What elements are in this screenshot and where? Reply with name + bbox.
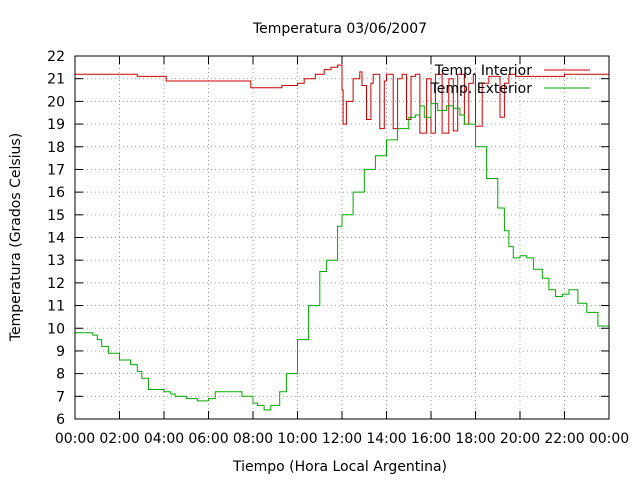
y-tick-label: 19 [47, 117, 65, 133]
y-tick-label: 14 [47, 231, 65, 247]
x-tick-label: 12:00 [322, 431, 362, 447]
chart-title: Temperatura 03/06/2007 [252, 21, 427, 37]
y-axis-label: Temperatura (Grados Celsius) [8, 133, 24, 342]
y-tick-label: 21 [47, 72, 65, 88]
x-tick-label: 10:00 [277, 431, 317, 447]
x-axis-label: Tiempo (Hora Local Argentina) [232, 459, 447, 475]
y-tick-label: 10 [47, 321, 65, 337]
x-tick-label: 02:00 [99, 431, 139, 447]
legend-label: Temp. Exterior [430, 81, 533, 97]
x-tick-label: 06:00 [188, 431, 228, 447]
grid [75, 56, 609, 419]
x-tick-label: 20:00 [500, 431, 540, 447]
x-tick-label: 22:00 [544, 431, 584, 447]
x-tick-label: 00:00 [55, 431, 95, 447]
x-tick-label: 00:00 [589, 431, 629, 447]
y-tick-label: 8 [56, 367, 65, 383]
x-tick-label: 18:00 [455, 431, 495, 447]
y-tick-label: 22 [47, 49, 65, 65]
y-tick-label: 7 [56, 389, 65, 405]
series-line-interior [75, 64, 609, 134]
y-tick-label: 12 [47, 276, 65, 292]
y-tick-label: 18 [47, 140, 65, 156]
legend: Temp. Interior Temp. Exterior [430, 63, 590, 97]
y-tick-label: 17 [47, 162, 65, 178]
y-tick-label: 6 [56, 412, 65, 428]
y-tick-label: 13 [47, 253, 65, 269]
x-tick-label: 08:00 [233, 431, 273, 447]
legend-label: Temp. Interior [434, 63, 533, 79]
series-line-exterior [75, 103, 610, 411]
x-tick-label: 14:00 [366, 431, 406, 447]
y-tick-label: 15 [47, 208, 65, 224]
y-tick-label: 9 [56, 344, 65, 360]
y-tick-label: 16 [47, 185, 65, 201]
y-tick-label: 20 [47, 94, 65, 110]
y-tick-label: 11 [47, 299, 65, 315]
x-tick-label: 16:00 [411, 431, 451, 447]
x-tick-label: 04:00 [144, 431, 184, 447]
series-lines [75, 64, 610, 411]
plot-frame [74, 55, 610, 420]
